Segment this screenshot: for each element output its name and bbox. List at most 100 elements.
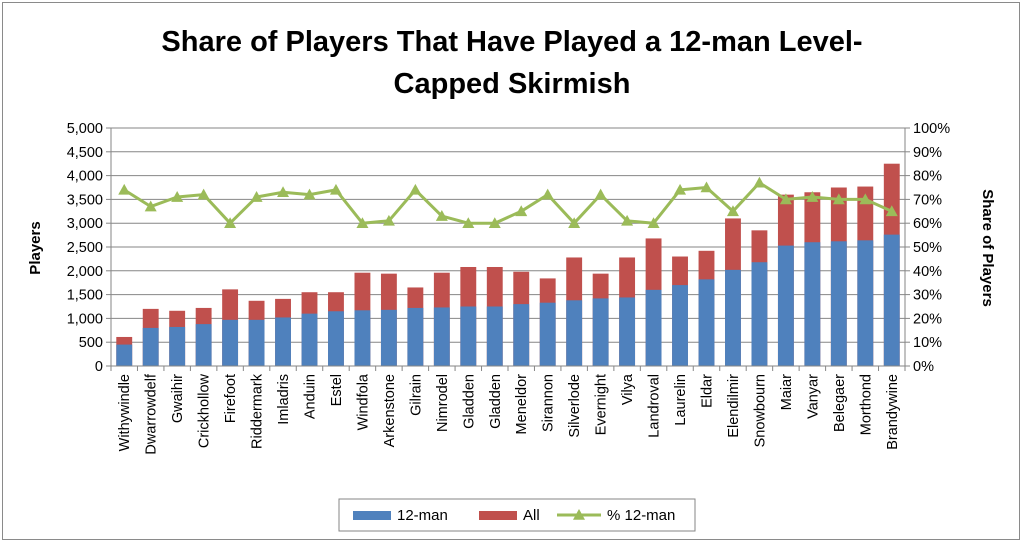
legend-swatch-all — [479, 511, 517, 520]
percent-point — [647, 217, 660, 228]
bar-12-man — [857, 240, 874, 366]
bar-12-man — [142, 327, 159, 366]
x-tick-label: Belegaer — [832, 374, 848, 432]
y2-tick-label: 40% — [913, 264, 942, 280]
x-tick-label: Elendilmir — [726, 374, 742, 438]
x-tick-label: Snowbourn — [752, 374, 768, 447]
bar-12-man — [725, 269, 741, 366]
x-tick-label: Gladden — [461, 374, 477, 429]
x-tick-label: Morthond — [858, 374, 874, 435]
y-tick-label: 500 — [79, 335, 103, 351]
y2-tick-label: 30% — [913, 288, 942, 304]
y2-tick-label: 60% — [913, 216, 942, 232]
legend-swatch-percent-marker — [573, 509, 585, 520]
y2-tick-label: 80% — [913, 169, 942, 185]
x-tick-label: Maiar — [779, 374, 795, 410]
bar-12-man — [751, 262, 768, 366]
percent-point — [144, 200, 157, 212]
y-tick-label: 1,500 — [67, 288, 103, 304]
bar-12-man — [407, 307, 424, 366]
x-tick-label: Vilya — [620, 373, 636, 405]
percent-point — [568, 217, 581, 228]
x-tick-label: Gladden — [488, 374, 504, 429]
bar-12-man — [883, 234, 900, 366]
chart-title-line-1: Share of Players That Have Played a 12-m… — [161, 26, 862, 58]
percent-point — [488, 217, 501, 228]
bar-12-man — [354, 310, 371, 366]
bar-12-man — [195, 324, 212, 366]
x-tick-label: Laurelin — [673, 374, 689, 426]
y2-tick-label: 10% — [913, 335, 942, 351]
bar-12-man — [592, 298, 609, 366]
percent-point — [250, 191, 263, 202]
x-tick-label: Gilrain — [408, 374, 424, 416]
y2-tick-label: 50% — [913, 240, 942, 256]
x-tick-label: Dwarrowdelf — [144, 373, 160, 455]
bar-12-man — [328, 311, 344, 366]
bar-12-man — [672, 285, 688, 366]
percent-point — [224, 217, 237, 228]
bar-12-man — [777, 245, 794, 366]
x-tick-label: Nimrodel — [435, 374, 451, 432]
y2-tick-label: 20% — [913, 311, 942, 327]
bar-12-man — [698, 279, 715, 366]
bar-12-man — [116, 344, 133, 366]
percent-point — [382, 214, 395, 226]
percent-12-man-line — [123, 181, 893, 225]
y2-tick-label: 90% — [913, 145, 942, 161]
percent-point — [277, 186, 290, 198]
bar-12-man — [566, 300, 583, 366]
percent-point — [118, 183, 131, 195]
bar-12-man — [275, 317, 291, 366]
percent-point — [435, 210, 448, 221]
y-axis-title: Players — [27, 221, 44, 274]
percent-point — [171, 191, 184, 202]
bar-12-man — [248, 319, 265, 366]
y-tick-label: 3,000 — [67, 216, 103, 232]
percent-point — [753, 176, 766, 188]
legend-label-all: All — [523, 507, 540, 524]
percent-point — [700, 181, 713, 193]
bar-12-man — [645, 289, 662, 366]
x-tick-label: Brandywine — [885, 374, 901, 450]
percent-point — [885, 205, 898, 217]
axes: 0 0% 500 10% 1,000 20% 1,500 30% 2,000 40% 2,500 50… — [67, 121, 950, 455]
bar-12-man — [380, 309, 397, 366]
bar-12-man — [513, 304, 530, 366]
y2-axis-title: Share of Players — [979, 189, 996, 307]
y2-tick-label: 100% — [913, 121, 950, 137]
bar-12-man — [539, 302, 556, 366]
legend-label-12-man: 12-man — [397, 507, 448, 524]
percent-point — [303, 188, 316, 200]
x-tick-label: Landroval — [647, 374, 663, 438]
y-tick-label: 2,500 — [67, 240, 103, 256]
percent-point — [356, 217, 369, 228]
x-tick-label: Eldar — [700, 374, 716, 408]
y2-tick-label: 70% — [913, 192, 942, 208]
legend-label-percent: % 12-man — [607, 507, 675, 524]
x-tick-label: Windfola — [355, 373, 371, 430]
y2-tick-label: 0% — [913, 359, 934, 375]
x-tick-label: Gwaihir — [170, 374, 186, 423]
percent-point — [832, 193, 845, 205]
percent-point — [594, 188, 607, 200]
y-tick-label: 1,000 — [67, 311, 103, 327]
x-tick-label: Withywindle — [117, 374, 133, 451]
bar-12-man — [486, 306, 503, 366]
y-tick-label: 4,500 — [67, 145, 103, 161]
x-tick-label: Estel — [329, 374, 345, 406]
percent-point — [806, 191, 819, 202]
y-tick-label: 5,000 — [67, 121, 103, 137]
percent-point — [541, 188, 554, 200]
gridlines — [111, 127, 905, 343]
chart-svg: Share of Players That Have Played a 12-m… — [27, 26, 996, 532]
percent-line — [118, 176, 898, 228]
bar-12-man — [301, 313, 318, 366]
percent-point — [779, 193, 792, 205]
y-tick-label: 0 — [95, 359, 103, 375]
x-tick-label: Meneldor — [514, 374, 530, 435]
percent-point — [726, 205, 739, 217]
bar-12-man — [460, 306, 477, 366]
percent-point — [409, 183, 422, 195]
